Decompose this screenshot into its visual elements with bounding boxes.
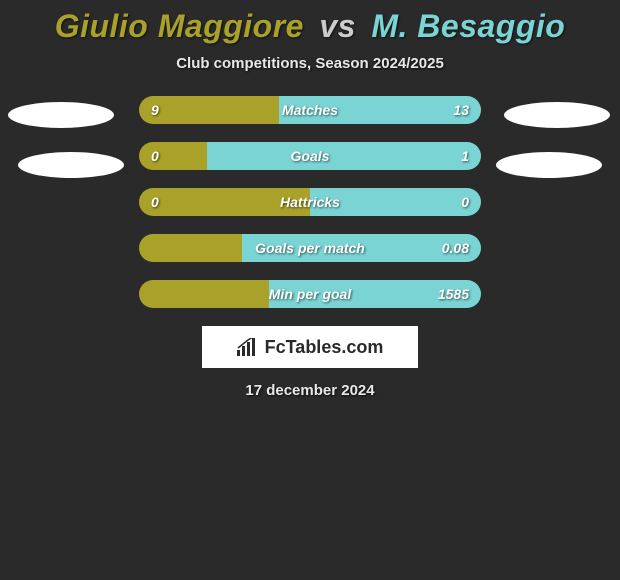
decorative-ellipse	[18, 152, 124, 178]
stat-label: Hattricks	[280, 188, 340, 216]
decorative-ellipse	[496, 152, 602, 178]
stat-label: Goals per match	[255, 234, 365, 262]
comparison-infographic: Giulio Maggiore vs M. Besaggio Club comp…	[0, 0, 620, 399]
vs-label: vs	[319, 8, 356, 44]
decorative-ellipse	[8, 102, 114, 128]
bar-segment-left	[139, 96, 279, 124]
stat-label: Matches	[282, 96, 338, 124]
bar-segment-right	[207, 142, 481, 170]
stat-row: Goals per match 0.08	[139, 234, 481, 262]
stat-label: Min per goal	[269, 280, 351, 308]
stat-rows: Matches 9 13 Goals 0 1 Hattricks 0 0 Goals per ma…	[139, 96, 481, 308]
stat-value-left: 0	[151, 142, 159, 170]
stat-label: Goals	[291, 142, 330, 170]
bar-segment-left	[139, 142, 207, 170]
chart-area: Matches 9 13 Goals 0 1 Hattricks 0 0 Goals per ma…	[0, 96, 620, 399]
date-label: 17 december 2024	[0, 382, 620, 399]
stat-value-right: 1	[461, 142, 469, 170]
stat-row: Matches 9 13	[139, 96, 481, 124]
stat-row: Hattricks 0 0	[139, 188, 481, 216]
stat-value-left: 0	[151, 188, 159, 216]
stat-value-right: 0.08	[442, 234, 469, 262]
bar-segment-left	[139, 234, 242, 262]
chart-icon	[237, 338, 259, 356]
decorative-ellipse	[504, 102, 610, 128]
player-right-name: M. Besaggio	[371, 8, 565, 44]
logo-text: FcTables.com	[265, 337, 384, 358]
subtitle: Club competitions, Season 2024/2025	[0, 55, 620, 72]
stat-value-right: 13	[453, 96, 469, 124]
stat-row: Goals 0 1	[139, 142, 481, 170]
stat-value-right: 0	[461, 188, 469, 216]
main-title: Giulio Maggiore vs M. Besaggio	[0, 8, 620, 45]
bar-segment-left	[139, 280, 269, 308]
stat-row: Min per goal 1585	[139, 280, 481, 308]
logo-box: FcTables.com	[202, 326, 418, 368]
player-left-name: Giulio Maggiore	[55, 8, 304, 44]
stat-value-right: 1585	[438, 280, 469, 308]
stat-value-left: 9	[151, 96, 159, 124]
